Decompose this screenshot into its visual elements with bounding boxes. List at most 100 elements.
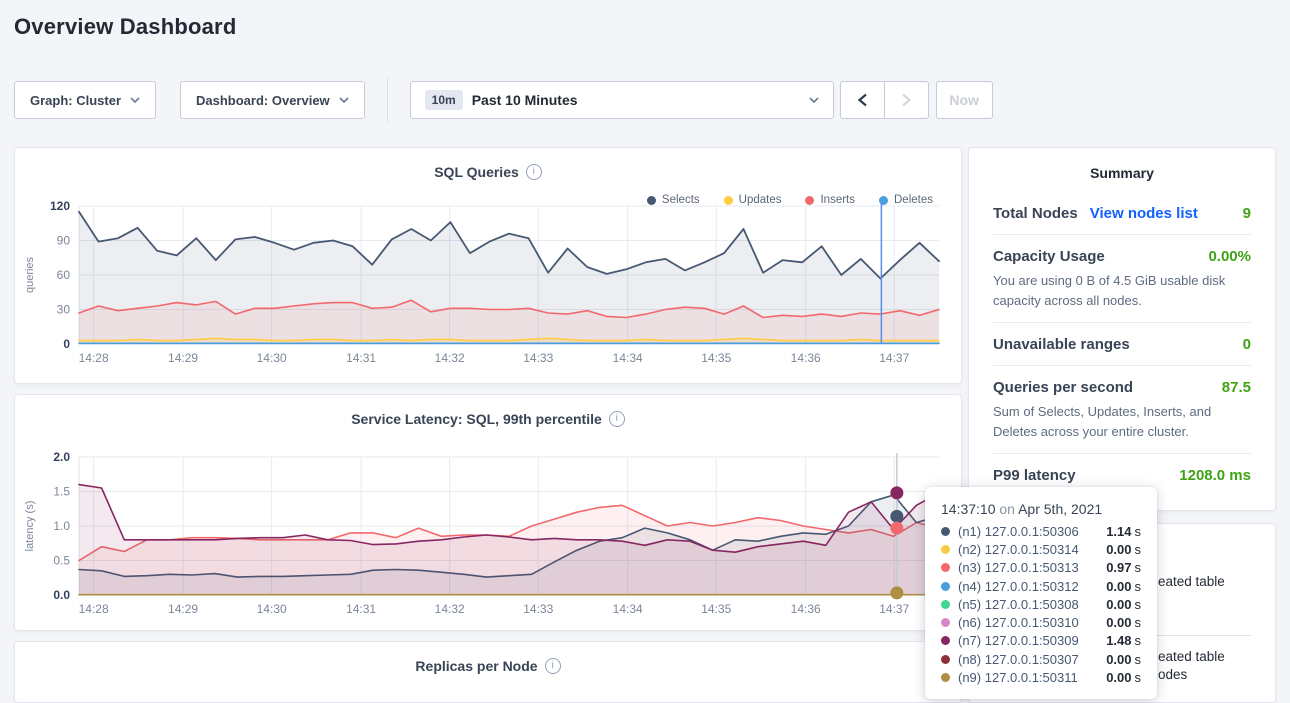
time-step-back-button[interactable] (839, 81, 885, 119)
tooltip-node-label: (n3) 127.0.0.1:50313 (958, 560, 1079, 576)
svg-text:14:33: 14:33 (523, 351, 553, 365)
service-latency-title: Service Latency: SQL, 99th percentile (351, 411, 602, 427)
legend-dot-icon (723, 195, 733, 205)
queries-per-second-value: 87.5 (1221, 379, 1251, 396)
toolbar: Graph: Cluster Dashboard: Overview 10m P… (14, 78, 1276, 122)
legend-item-deletes[interactable]: Deletes (879, 194, 933, 206)
capacity-usage-description: You are using 0 B of 4.5 GiB usable disk… (993, 273, 1226, 308)
tooltip-timestamp: 14:37:10 on Apr 5th, 2021 (941, 501, 1103, 517)
node-color-dot-icon (941, 544, 950, 554)
legend-item-inserts[interactable]: Inserts (805, 194, 855, 206)
tooltip-node-label: (n8) 127.0.0.1:50307 (958, 651, 1079, 667)
tooltip-node-value: 0.00 s (1106, 578, 1141, 594)
capacity-usage-label: Capacity Usage (993, 248, 1105, 265)
toolbar-divider (386, 78, 388, 122)
legend-dot-icon (646, 195, 656, 205)
svg-text:0.0: 0.0 (53, 588, 70, 602)
graph-dropdown[interactable]: Graph: Cluster (14, 81, 157, 119)
svg-text:14:37: 14:37 (879, 351, 909, 365)
legend-dot-icon (805, 195, 815, 205)
time-step-buttons (839, 81, 929, 119)
info-icon[interactable] (525, 164, 542, 180)
tooltip-node-row: (n6) 127.0.0.1:50310 0.00 s (941, 613, 1141, 631)
sql-queries-legend: Selects Updates Inserts Deletes (646, 194, 933, 206)
legend-dot-icon (879, 195, 888, 205)
total-nodes-value: 9 (1242, 205, 1251, 222)
node-color-dot-icon (941, 526, 950, 536)
svg-text:14:30: 14:30 (257, 351, 287, 365)
legend-item-updates[interactable]: Updates (723, 194, 782, 206)
time-range-badge: 10m (424, 90, 463, 110)
tooltip-node-row: (n9) 127.0.0.1:50311 0.00 s (941, 668, 1141, 686)
svg-text:14:34: 14:34 (613, 351, 643, 365)
dashboard-dropdown[interactable]: Dashboard: Overview (180, 81, 365, 119)
svg-text:14:28: 14:28 (79, 351, 109, 365)
tooltip-node-row: (n8) 127.0.0.1:50307 0.00 s (941, 650, 1141, 668)
tooltip-node-label: (n6) 127.0.0.1:50310 (958, 615, 1079, 631)
time-range-label: Past 10 Minutes (471, 92, 578, 108)
svg-text:0.5: 0.5 (53, 554, 70, 568)
summary-row-unavailable-ranges: Unavailable ranges 0 (993, 322, 1251, 365)
chevron-down-icon (339, 97, 349, 103)
svg-text:14:31: 14:31 (346, 602, 376, 616)
time-step-forward-button[interactable] (883, 81, 929, 119)
summary-row-capacity-usage: Capacity Usage 0.00% You are using 0 B o… (993, 234, 1251, 322)
tooltip-node-value: 0.00 s (1106, 596, 1141, 612)
tooltip-node-label: (n4) 127.0.0.1:50312 (958, 578, 1079, 594)
svg-text:14:30: 14:30 (257, 602, 287, 616)
event-row-fragment: odes (1158, 667, 1188, 682)
node-color-dot-icon (941, 599, 950, 609)
legend-label: Selects (661, 194, 700, 206)
svg-text:14:35: 14:35 (701, 602, 731, 616)
info-icon[interactable] (544, 658, 561, 674)
svg-text:60: 60 (57, 268, 71, 282)
svg-text:14:36: 14:36 (791, 351, 821, 365)
legend-item-selects[interactable]: Selects (646, 194, 700, 206)
tooltip-node-value: 0.97 s (1106, 560, 1141, 576)
queries-per-second-description: Sum of Selects, Updates, Inserts, and De… (993, 404, 1212, 439)
tooltip-node-value: 0.00 s (1106, 670, 1141, 686)
chevron-down-icon (809, 97, 819, 103)
tooltip-node-label: (n1) 127.0.0.1:50306 (958, 523, 1079, 539)
chevron-down-icon (130, 97, 140, 103)
node-color-dot-icon (941, 636, 950, 646)
node-color-dot-icon (941, 563, 950, 573)
svg-text:14:37: 14:37 (879, 602, 909, 616)
sql-queries-panel: SQL Queries Selects Updates Inserts Deletes… (14, 147, 962, 384)
unavailable-ranges-value: 0 (1242, 336, 1251, 353)
legend-label: Updates (738, 194, 782, 206)
svg-text:90: 90 (57, 234, 71, 248)
svg-text:14:36: 14:36 (791, 602, 821, 616)
tooltip-node-row: (n4) 127.0.0.1:50312 0.00 s (941, 577, 1141, 595)
time-range-dropdown[interactable]: 10m Past 10 Minutes (409, 81, 834, 119)
service-latency-chart[interactable]: 14:28 14:29 14:30 14:31 14:32 14:33 14:34 14:35… (17, 443, 957, 624)
svg-text:14:29: 14:29 (168, 602, 198, 616)
svg-text:latency (s): latency (s) (24, 501, 36, 552)
svg-text:14:32: 14:32 (435, 602, 465, 616)
svg-text:1.0: 1.0 (53, 519, 70, 533)
svg-text:14:34: 14:34 (613, 602, 643, 616)
tooltip-node-value: 0.00 s (1106, 651, 1141, 667)
event-row-fragment: eated table (1158, 574, 1225, 589)
chevron-right-icon (901, 93, 911, 107)
tooltip-node-label: (n5) 127.0.0.1:50308 (958, 596, 1079, 612)
summary-panel: Summary Total Nodes View nodes list 9 Ca… (968, 147, 1276, 511)
replicas-per-node-title: Replicas per Node (415, 658, 538, 674)
tooltip-node-value: 1.48 s (1106, 633, 1141, 649)
tooltip-node-value: 0.00 s (1106, 541, 1141, 557)
dashboard-dropdown-label: Dashboard: Overview (196, 92, 330, 108)
svg-text:14:32: 14:32 (435, 351, 465, 365)
info-icon[interactable] (608, 411, 625, 427)
svg-text:2.0: 2.0 (53, 450, 70, 464)
svg-text:0: 0 (63, 337, 70, 351)
chart-hover-tooltip: 14:37:10 on Apr 5th, 2021 (n1) 127.0.0.1… (925, 487, 1157, 699)
view-nodes-list-link[interactable]: View nodes list (1089, 205, 1198, 222)
tooltip-node-label: (n2) 127.0.0.1:50314 (958, 541, 1079, 557)
sql-queries-title: SQL Queries (434, 164, 519, 180)
sql-queries-chart[interactable]: 14:28 14:29 14:30 14:31 14:32 14:33 14:34 14:35… (17, 192, 957, 373)
legend-label: Deletes (894, 194, 933, 206)
p99-latency-label: P99 latency (993, 467, 1076, 484)
now-button[interactable]: Now (935, 81, 993, 119)
summary-row-p99-latency: P99 latency 1208.0 ms (993, 453, 1251, 496)
graph-dropdown-label: Graph: Cluster (30, 92, 122, 108)
